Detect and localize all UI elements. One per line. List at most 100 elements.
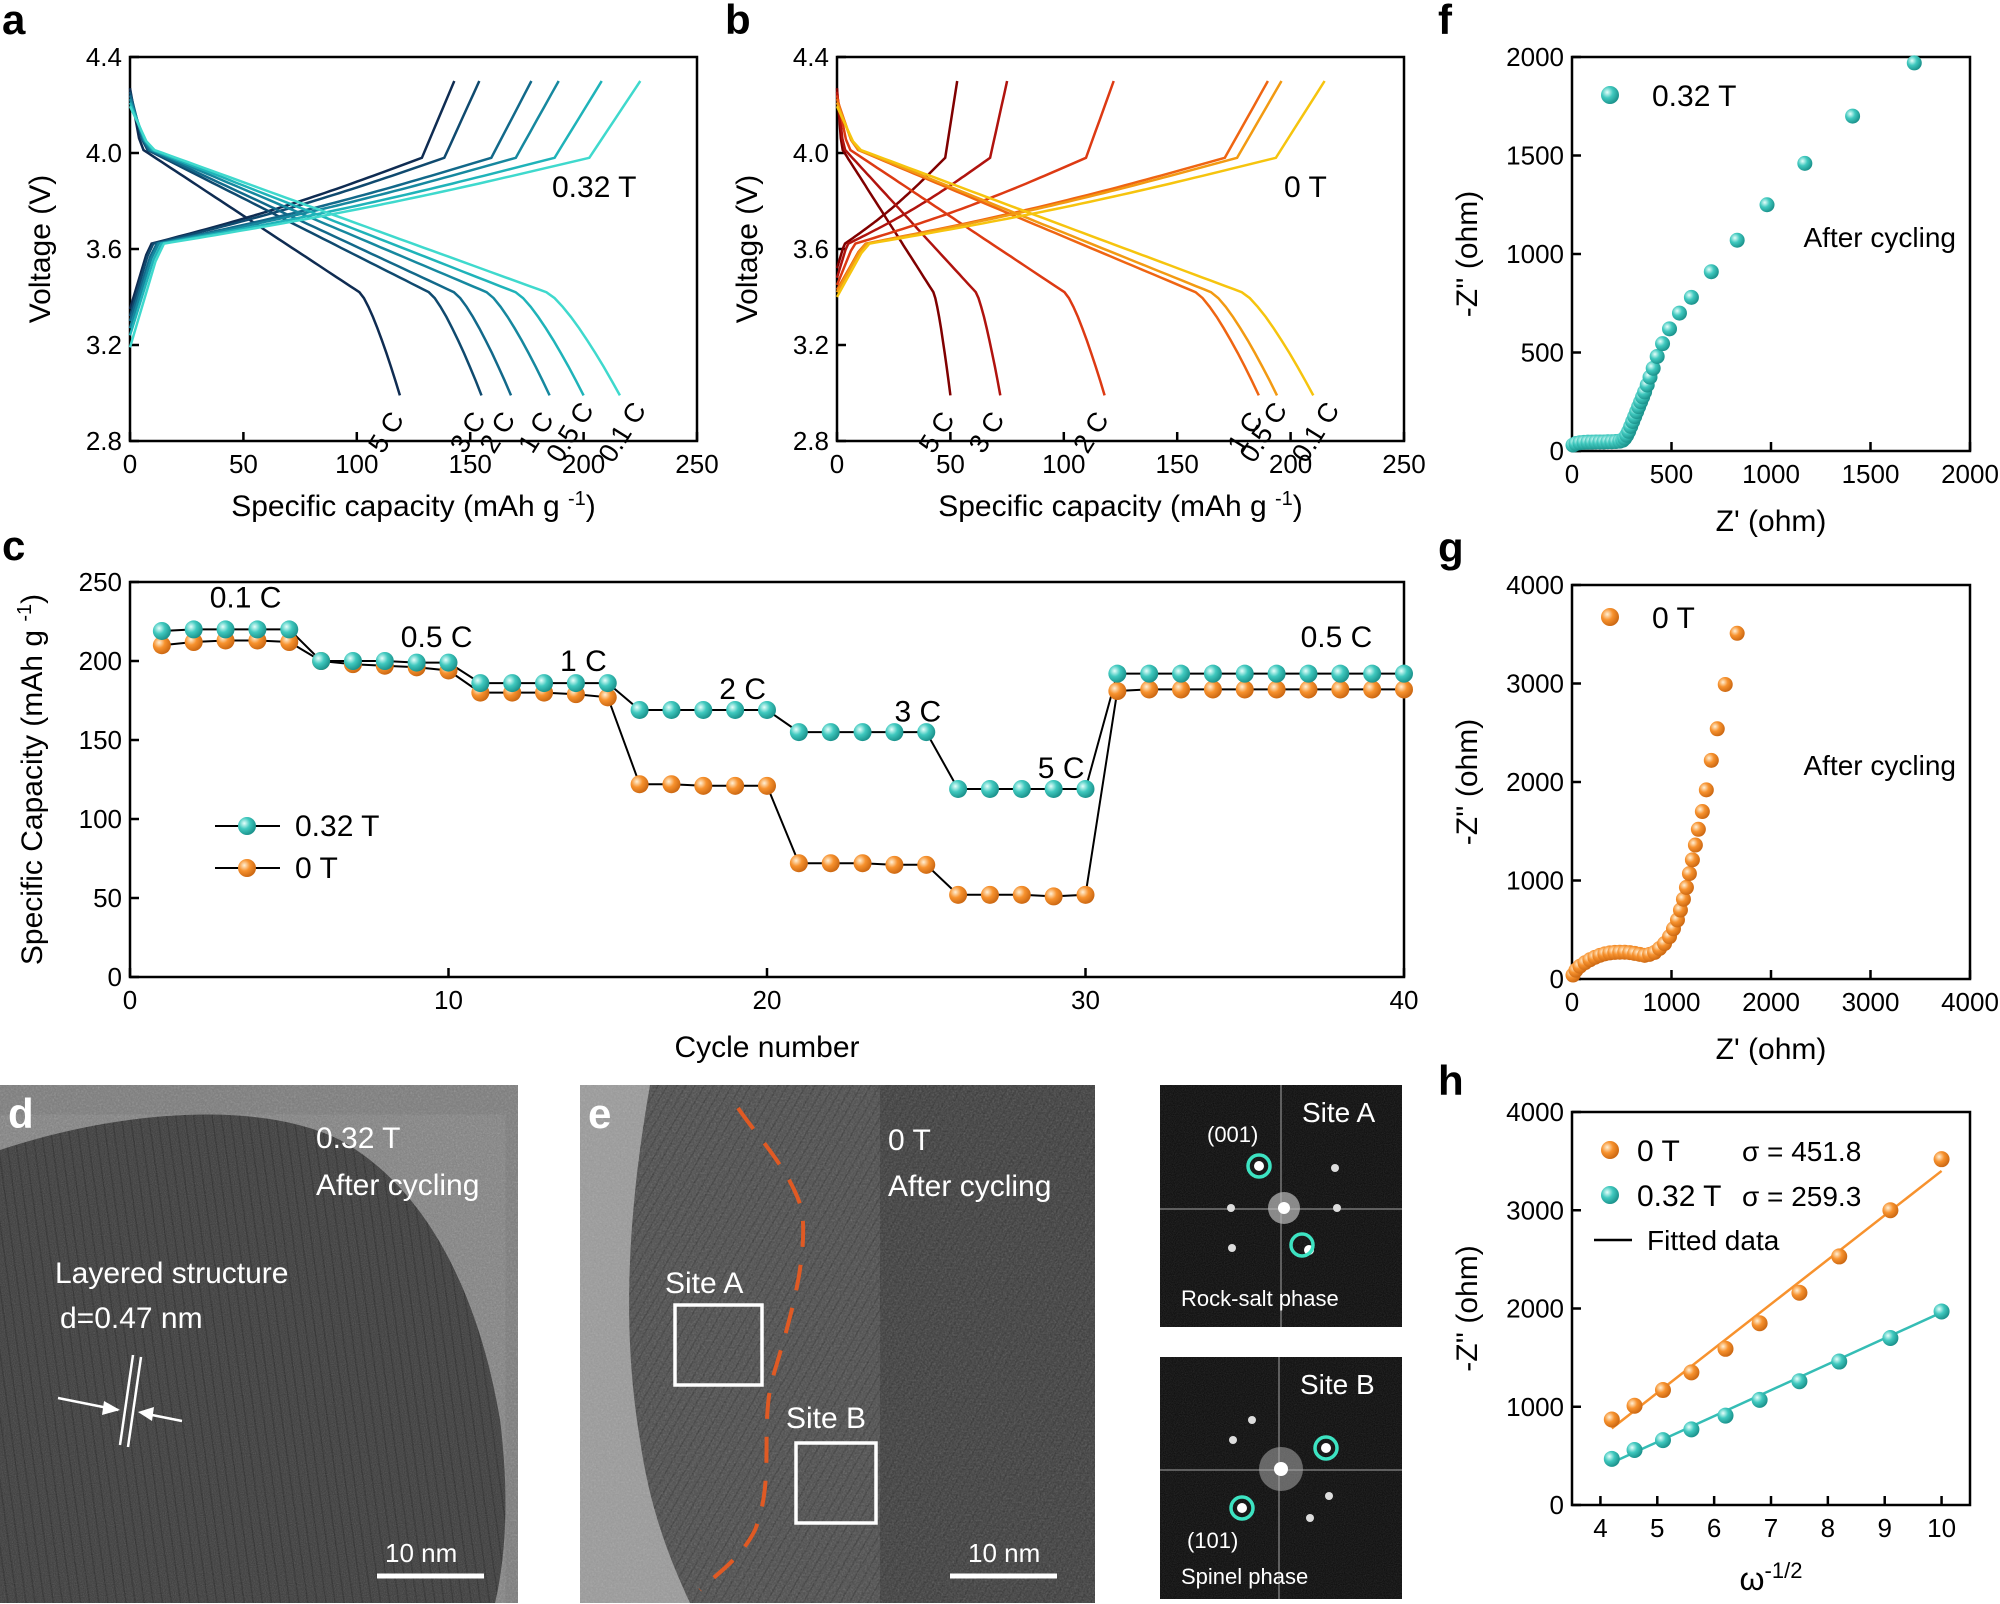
c-y-tick-label: 0 bbox=[108, 962, 122, 992]
c-y-tick-label: 250 bbox=[79, 567, 122, 597]
a-x-tick-label: 0 bbox=[123, 449, 137, 479]
a-y-tick-label: 3.6 bbox=[86, 234, 122, 264]
c-point-0 T bbox=[184, 633, 203, 652]
fft-a-plane-label: (001) bbox=[1207, 1122, 1258, 1147]
f-point bbox=[1655, 336, 1671, 352]
c-point-0 T bbox=[1044, 887, 1063, 906]
h-point-0 T bbox=[1751, 1315, 1768, 1332]
h-x-tick-label: 8 bbox=[1821, 1513, 1835, 1543]
e-scale-label: 10 nm bbox=[968, 1538, 1040, 1568]
f-note: After cycling bbox=[1804, 222, 1957, 253]
panel-label-h: h bbox=[1438, 1057, 1464, 1104]
c-series-line-0.32 T bbox=[161, 628, 1404, 790]
a-discharge-curve-0.1 C bbox=[128, 105, 621, 397]
f-x-tick-label: 0 bbox=[1565, 459, 1579, 489]
b-x-tick-label: 150 bbox=[1156, 449, 1199, 479]
micrograph-e: e 0 T After cycling Site A Site B 10 nm bbox=[580, 1085, 1095, 1603]
f-point bbox=[1906, 55, 1922, 71]
g-point bbox=[1690, 821, 1706, 837]
a-x-tick-label: 50 bbox=[229, 449, 258, 479]
f-point bbox=[1649, 348, 1665, 364]
g-legend-label: 0 T bbox=[1652, 602, 1695, 635]
fft-a-site-label: Site A bbox=[1302, 1097, 1375, 1128]
h-point-0.32 T bbox=[1717, 1407, 1734, 1424]
c-y-tick-label: 150 bbox=[79, 725, 122, 755]
fft-b-spot-ring-2 bbox=[1229, 1495, 1255, 1521]
h-y-tick-label: 0 bbox=[1550, 1490, 1564, 1520]
h-x-tick-label: 9 bbox=[1877, 1513, 1891, 1543]
f-legend-marker bbox=[1601, 86, 1619, 104]
h-point-0 T bbox=[1933, 1151, 1950, 1168]
h-x-tick-label: 5 bbox=[1650, 1513, 1664, 1543]
c-rate-annotation-0.5 C: 0.5 C bbox=[1301, 621, 1373, 654]
b-x-tick-label: 0 bbox=[830, 449, 844, 479]
b-charge-curve-5 C bbox=[835, 80, 959, 269]
a-discharge-curve-2 C bbox=[128, 95, 513, 396]
c-point-0.32 T bbox=[184, 620, 203, 639]
e-site-b-box bbox=[794, 1441, 878, 1525]
d-scale-label: 10 nm bbox=[385, 1538, 457, 1568]
g-point bbox=[1703, 752, 1719, 768]
h-x-tick-label: 4 bbox=[1593, 1513, 1607, 1543]
a-y-axis-label: Voltage (V) bbox=[24, 175, 57, 323]
f-point bbox=[1729, 232, 1745, 248]
h-x-tick-label: 10 bbox=[1927, 1513, 1956, 1543]
f-legend-label: 0.32 T bbox=[1652, 80, 1737, 113]
b-x-axis-label: Specific capacity (mAh g -1) bbox=[938, 488, 1303, 523]
d-structure-label: Layered structure bbox=[55, 1257, 288, 1290]
fft-b-site-label: Site B bbox=[1300, 1369, 1375, 1400]
chart-h-warburg-fit: 4 5 6 7 8 9 10 0 1000 2000 3000 4000 0 T σ = 451.8 0.3… bbox=[1451, 1097, 1972, 1597]
micrograph-d: d 0.32 T After cycling Layered structure… bbox=[0, 1085, 518, 1603]
g-legend-marker bbox=[1601, 608, 1619, 626]
b-discharge-curve-5 C bbox=[835, 88, 952, 396]
f-point bbox=[1671, 305, 1687, 321]
panel-label-d: d bbox=[8, 1090, 34, 1137]
b-field-label: 0 T bbox=[1284, 171, 1327, 204]
f-y-tick-label: 0 bbox=[1550, 436, 1564, 466]
c-point-0.32 T bbox=[1044, 779, 1063, 798]
h-point-0.32 T bbox=[1831, 1353, 1848, 1370]
c-point-0 T bbox=[1108, 682, 1127, 701]
g-y-tick-label: 2000 bbox=[1506, 767, 1564, 797]
d-arrowhead-right bbox=[138, 1407, 154, 1421]
c-point-0 T bbox=[662, 775, 681, 794]
a-x-axis-label: Specific capacity (mAh g -1) bbox=[231, 488, 596, 523]
fft-site-b: Site B (101) Spinel phase bbox=[1160, 1357, 1402, 1599]
e-site-a-box bbox=[673, 1303, 764, 1387]
c-point-0.32 T bbox=[375, 652, 394, 670]
h-point-0 T bbox=[1717, 1340, 1734, 1357]
c-x-tick-label: 30 bbox=[1071, 985, 1100, 1015]
c-point-0 T bbox=[1299, 680, 1318, 699]
c-point-0.32 T bbox=[598, 674, 617, 693]
a-x-tick-label: 150 bbox=[449, 449, 492, 479]
c-point-0 T bbox=[1331, 680, 1350, 699]
h-point-0.32 T bbox=[1791, 1373, 1808, 1390]
a-discharge-curve-5 C bbox=[128, 87, 402, 396]
h-legend-label-0.32 T: 0.32 T bbox=[1637, 1180, 1722, 1213]
c-point-0.32 T bbox=[1363, 664, 1382, 683]
c-legend-marker-0 T bbox=[238, 859, 256, 877]
h-point-0.32 T bbox=[1933, 1303, 1950, 1320]
c-rate-annotation-0.1 C: 0.1 C bbox=[210, 582, 282, 615]
c-point-0 T bbox=[885, 855, 904, 874]
h-legend-fit-label: Fitted data bbox=[1647, 1225, 1780, 1256]
c-series-line-0 T bbox=[161, 639, 1404, 898]
c-point-0.32 T bbox=[152, 621, 171, 640]
f-x-tick-label: 1000 bbox=[1742, 459, 1800, 489]
g-y-tick-label: 4000 bbox=[1506, 570, 1564, 600]
c-point-0.32 T bbox=[343, 652, 362, 670]
b-discharge-curve-0.1 C bbox=[835, 105, 1315, 396]
g-point bbox=[1681, 866, 1697, 882]
c-point-0 T bbox=[1172, 680, 1191, 699]
c-point-0.32 T bbox=[1203, 664, 1222, 683]
c-point-0 T bbox=[1012, 885, 1031, 904]
c-x-tick-label: 10 bbox=[434, 985, 463, 1015]
a-x-tick-label: 250 bbox=[675, 449, 718, 479]
c-point-0.32 T bbox=[1299, 664, 1318, 683]
c-point-0.32 T bbox=[471, 674, 490, 693]
c-rate-annotation-3 C: 3 C bbox=[894, 695, 941, 728]
b-discharge-curve-3 C bbox=[835, 91, 1002, 396]
d-field-label: 0.32 T bbox=[316, 1122, 401, 1155]
